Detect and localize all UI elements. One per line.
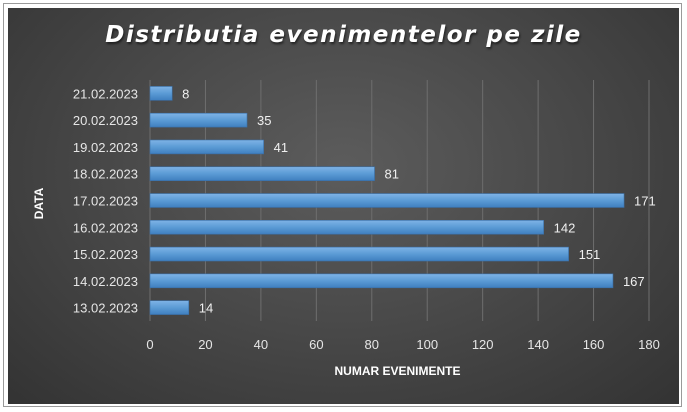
bar <box>149 220 544 235</box>
x-tick-label: 80 <box>365 337 379 352</box>
x-tick-label: 100 <box>416 337 438 352</box>
y-tick-label: 16.02.2023 <box>73 220 138 235</box>
bar <box>149 166 375 181</box>
data-label: 167 <box>623 274 645 289</box>
x-tick-label: 120 <box>472 337 494 352</box>
bar <box>149 246 569 262</box>
x-tick-label: 160 <box>583 337 605 352</box>
x-axis-title: NUMAR EVENIMENTE <box>334 364 460 378</box>
data-label: 171 <box>634 194 656 209</box>
data-label: 41 <box>274 140 288 155</box>
x-tick-label: 60 <box>309 337 323 352</box>
bar-chart: 13.02.2023 14.02.2023 15.02.2023 16.02.2023… <box>32 80 660 378</box>
x-tick-label: 0 <box>146 337 153 352</box>
y-tick-label: 21.02.2023 <box>73 86 138 101</box>
data-label: 8 <box>182 86 189 101</box>
x-tick-label: 20 <box>198 337 212 352</box>
y-tick-label: 18.02.2023 <box>73 167 138 182</box>
bar <box>149 112 248 128</box>
chart-title: Distributia evenimentelor pe zile <box>105 22 582 48</box>
bar <box>149 86 173 101</box>
data-label: 142 <box>554 220 576 235</box>
chart-panel: Distributia evenimentelor pe zile 13.02.… <box>8 8 679 404</box>
data-label: 151 <box>579 247 601 262</box>
y-tick-label: 13.02.2023 <box>73 301 138 316</box>
bar <box>149 193 625 208</box>
y-axis-title: DATA <box>32 187 46 219</box>
x-tick-label: 180 <box>638 337 660 352</box>
y-tick-label: 14.02.2023 <box>73 274 138 289</box>
data-label: 81 <box>385 167 399 182</box>
data-label: 14 <box>199 301 213 316</box>
y-tick-label: 19.02.2023 <box>73 140 138 155</box>
y-tick-label: 17.02.2023 <box>73 194 138 209</box>
y-tick-labels: 13.02.2023 14.02.2023 15.02.2023 16.02.2023… <box>73 86 138 315</box>
data-label: 35 <box>257 113 271 128</box>
x-tick-label: 140 <box>527 337 549 352</box>
y-tick-label: 15.02.2023 <box>73 247 138 262</box>
bar <box>149 273 614 289</box>
bar <box>149 300 190 315</box>
x-tick-labels: 0 20 40 60 80 100 120 140 160 180 <box>146 337 659 352</box>
bars <box>149 86 625 315</box>
x-tick-label: 40 <box>254 337 268 352</box>
bar <box>149 139 264 155</box>
y-tick-label: 20.02.2023 <box>73 113 138 128</box>
